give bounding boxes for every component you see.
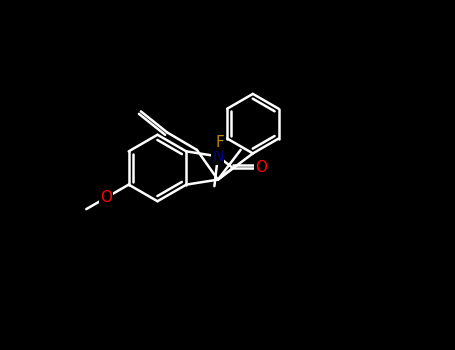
Text: F: F: [215, 135, 224, 150]
Text: O: O: [100, 190, 112, 205]
Text: O: O: [255, 161, 267, 175]
Text: N: N: [212, 149, 223, 164]
